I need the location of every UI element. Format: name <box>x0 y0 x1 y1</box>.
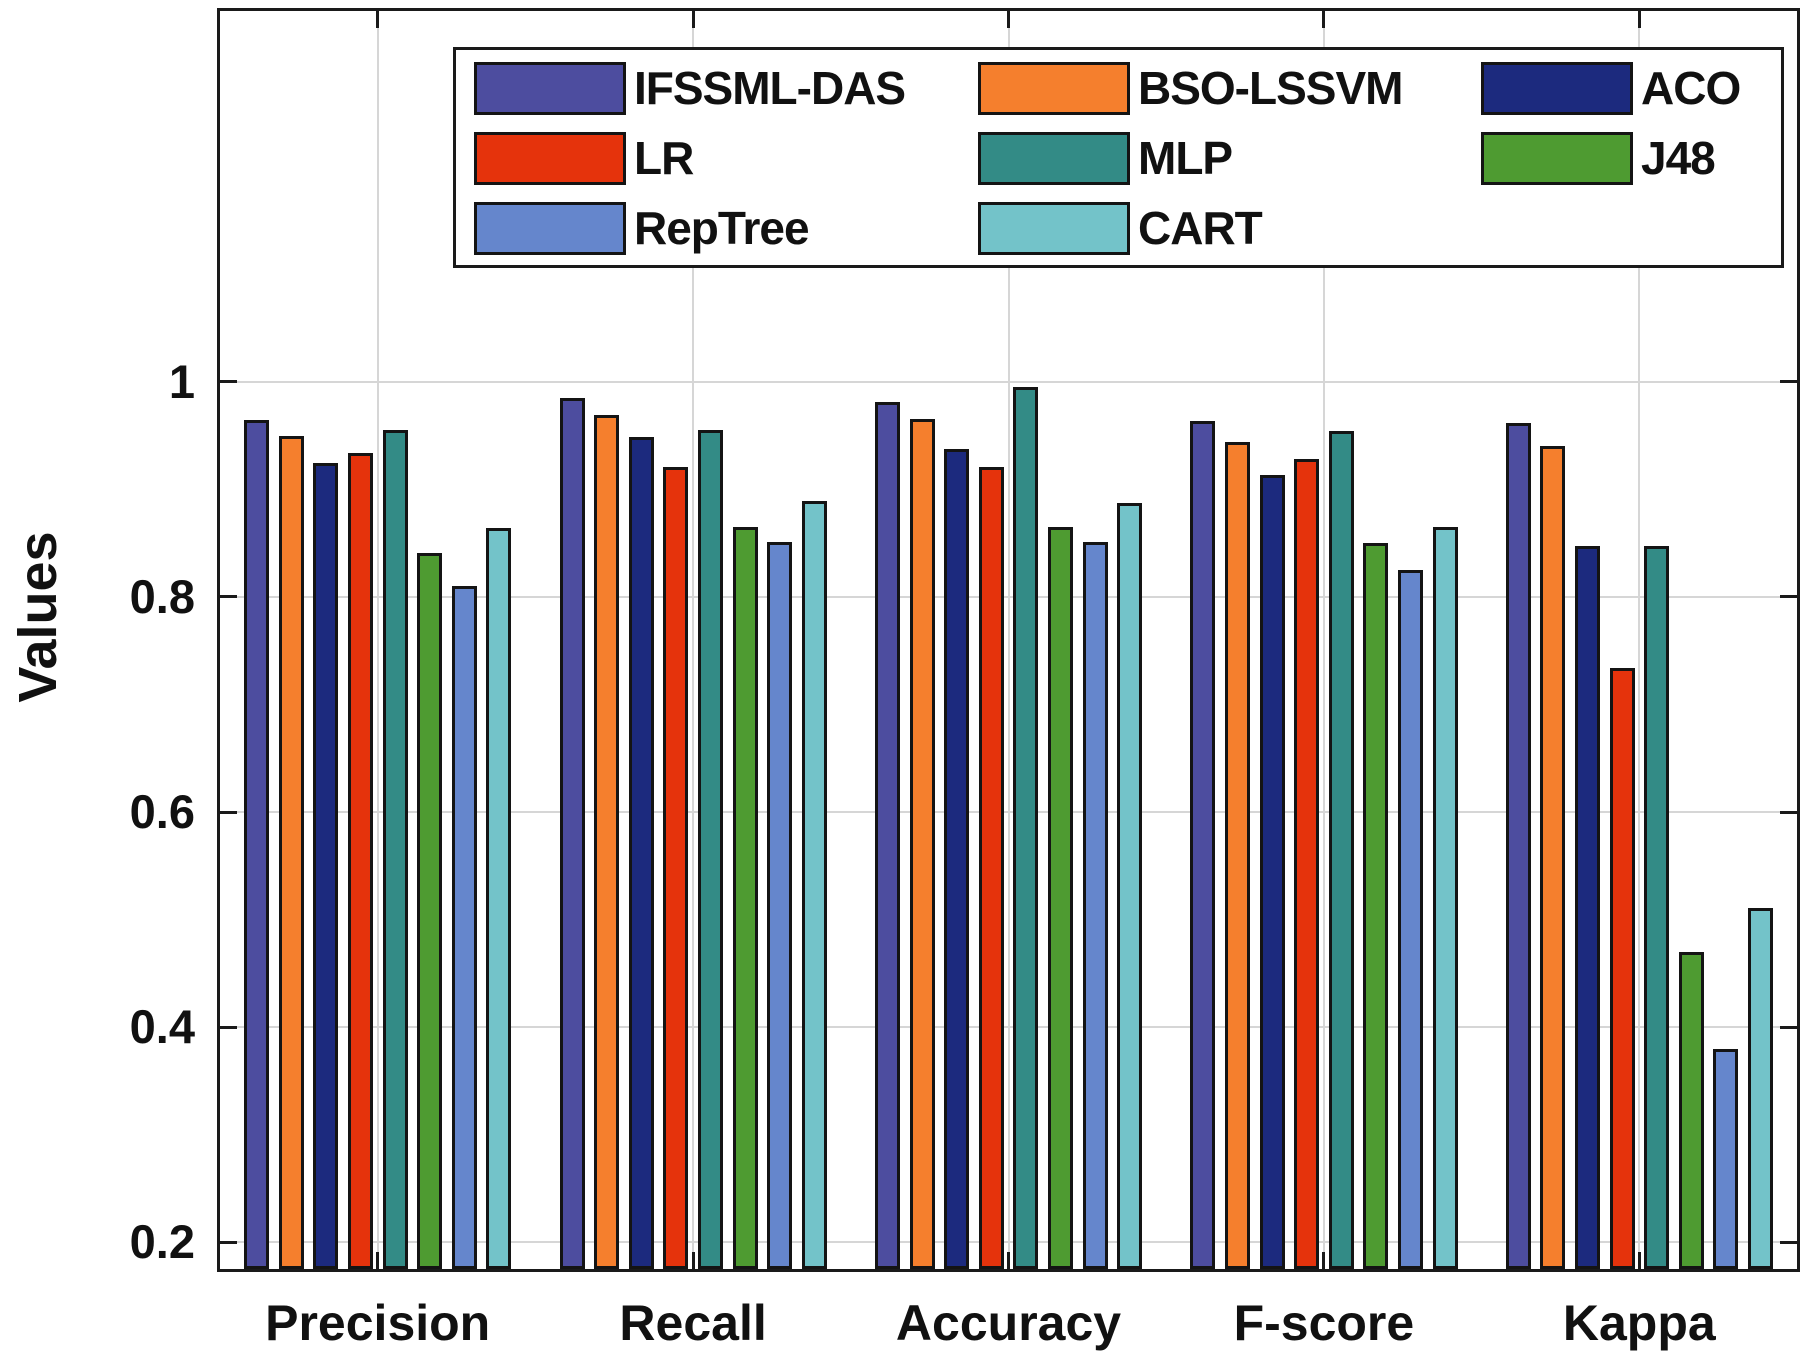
bar-reptree <box>1397 570 1423 1269</box>
y-tick-label: 1 <box>168 354 195 408</box>
bar-lr <box>1609 667 1635 1269</box>
y-tick-left <box>220 810 237 814</box>
legend-swatch-lr <box>474 132 626 185</box>
y-tick-left <box>220 380 237 384</box>
bar-mlp <box>382 430 408 1269</box>
bar-lr <box>978 466 1004 1269</box>
bar-cart <box>1432 527 1458 1269</box>
legend-swatch-reptree <box>474 202 626 255</box>
bar-cart <box>1747 907 1773 1269</box>
bar-j48 <box>1678 951 1704 1269</box>
bar-cart <box>1117 503 1143 1269</box>
legend-swatch-cart <box>978 202 1130 255</box>
bar-lr <box>347 452 373 1269</box>
x-tick-bottom <box>1007 1252 1010 1269</box>
bar-j48 <box>417 552 443 1269</box>
x-tick-bottom <box>691 1252 695 1269</box>
bar-aco <box>1259 475 1285 1269</box>
bar-bso-lssvm <box>594 415 620 1269</box>
bar-ifssml-das <box>559 398 585 1269</box>
legend-label-ifssml-das: IFSSML-DAS <box>634 62 906 114</box>
bar-bso-lssvm <box>909 418 935 1269</box>
y-tick-left <box>220 595 237 599</box>
bar-aco <box>628 436 654 1269</box>
bar-reptree <box>767 542 793 1269</box>
legend-label-bso-lssvm: BSO-LSSVM <box>1138 62 1403 114</box>
bar-cart <box>486 528 512 1269</box>
bar-mlp <box>1013 387 1039 1269</box>
y-tick-left <box>220 1025 237 1029</box>
y-tick-label: 0.8 <box>129 569 195 623</box>
y-tick-right <box>1780 1240 1797 1244</box>
legend-label-reptree: RepTree <box>634 202 810 254</box>
bar-ifssml-das <box>874 402 900 1269</box>
bar-aco <box>944 448 970 1269</box>
legend: IFSSML-DAS BSO-LSSVM ACO LR MLP J48 RepTree CAR… <box>453 47 1784 268</box>
y-tick-right <box>1780 380 1797 384</box>
legend-label-aco: ACO <box>1641 62 1741 114</box>
bar-bso-lssvm <box>1224 442 1250 1269</box>
bar-aco <box>313 462 339 1269</box>
y-tick-label: 0.2 <box>129 1215 195 1269</box>
bar-reptree <box>1713 1048 1739 1269</box>
legend-swatch-mlp <box>978 132 1130 185</box>
bar-ifssml-das <box>1190 420 1216 1269</box>
v-gridline <box>692 11 695 1269</box>
bar-reptree <box>451 586 477 1269</box>
bar-bso-lssvm <box>1540 446 1566 1269</box>
bar-mlp <box>1644 546 1670 1269</box>
legend-label-lr: LR <box>634 132 694 184</box>
x-category-label: Recall <box>619 1295 767 1351</box>
bar-lr <box>1294 459 1320 1269</box>
x-category-label: Kappa <box>1562 1295 1716 1351</box>
x-tick-bottom <box>1637 1252 1641 1269</box>
v-gridline <box>376 11 379 1269</box>
x-tick-bottom <box>376 1252 380 1269</box>
legend-swatch-aco <box>1481 62 1633 115</box>
x-category-label: F-score <box>1233 1295 1415 1351</box>
x-category-label: Accuracy <box>895 1295 1122 1351</box>
v-gridline <box>1322 11 1325 1269</box>
y-tick-left <box>220 1240 237 1244</box>
legend-label-cart: CART <box>1138 202 1263 254</box>
bar-mlp <box>697 430 723 1269</box>
bar-ifssml-das <box>1505 422 1531 1269</box>
y-tick-right <box>1780 810 1797 814</box>
x-tick-top <box>376 11 380 28</box>
bar-aco <box>1574 546 1600 1269</box>
x-tick-top <box>1322 11 1326 28</box>
x-tick-top <box>691 11 695 28</box>
y-tick-label: 0.6 <box>129 785 195 839</box>
bar-j48 <box>1363 543 1389 1269</box>
v-gridline <box>1638 11 1641 1269</box>
x-tick-bottom <box>1322 1252 1326 1269</box>
legend-swatch-j48 <box>1481 132 1633 185</box>
v-gridline <box>1007 11 1010 1269</box>
bar-ifssml-das <box>244 419 270 1269</box>
x-tick-top <box>1637 11 1641 28</box>
y-tick-right <box>1780 595 1797 599</box>
bar-bso-lssvm <box>278 435 304 1269</box>
bar-mlp <box>1328 431 1354 1269</box>
y-tick-label: 0.4 <box>129 1000 195 1054</box>
y-tick-right <box>1780 1025 1797 1029</box>
legend-swatch-bso-lssvm <box>978 62 1130 115</box>
legend-swatch-ifssml-das <box>474 62 626 115</box>
bar-j48 <box>1047 527 1073 1269</box>
bar-j48 <box>732 527 758 1269</box>
bar-reptree <box>1082 542 1108 1269</box>
x-tick-top <box>1007 11 1010 28</box>
x-category-label: Precision <box>265 1295 491 1351</box>
bar-cart <box>801 501 827 1269</box>
bar-lr <box>663 466 689 1269</box>
legend-label-j48: J48 <box>1641 132 1716 184</box>
legend-label-mlp: MLP <box>1138 132 1233 184</box>
